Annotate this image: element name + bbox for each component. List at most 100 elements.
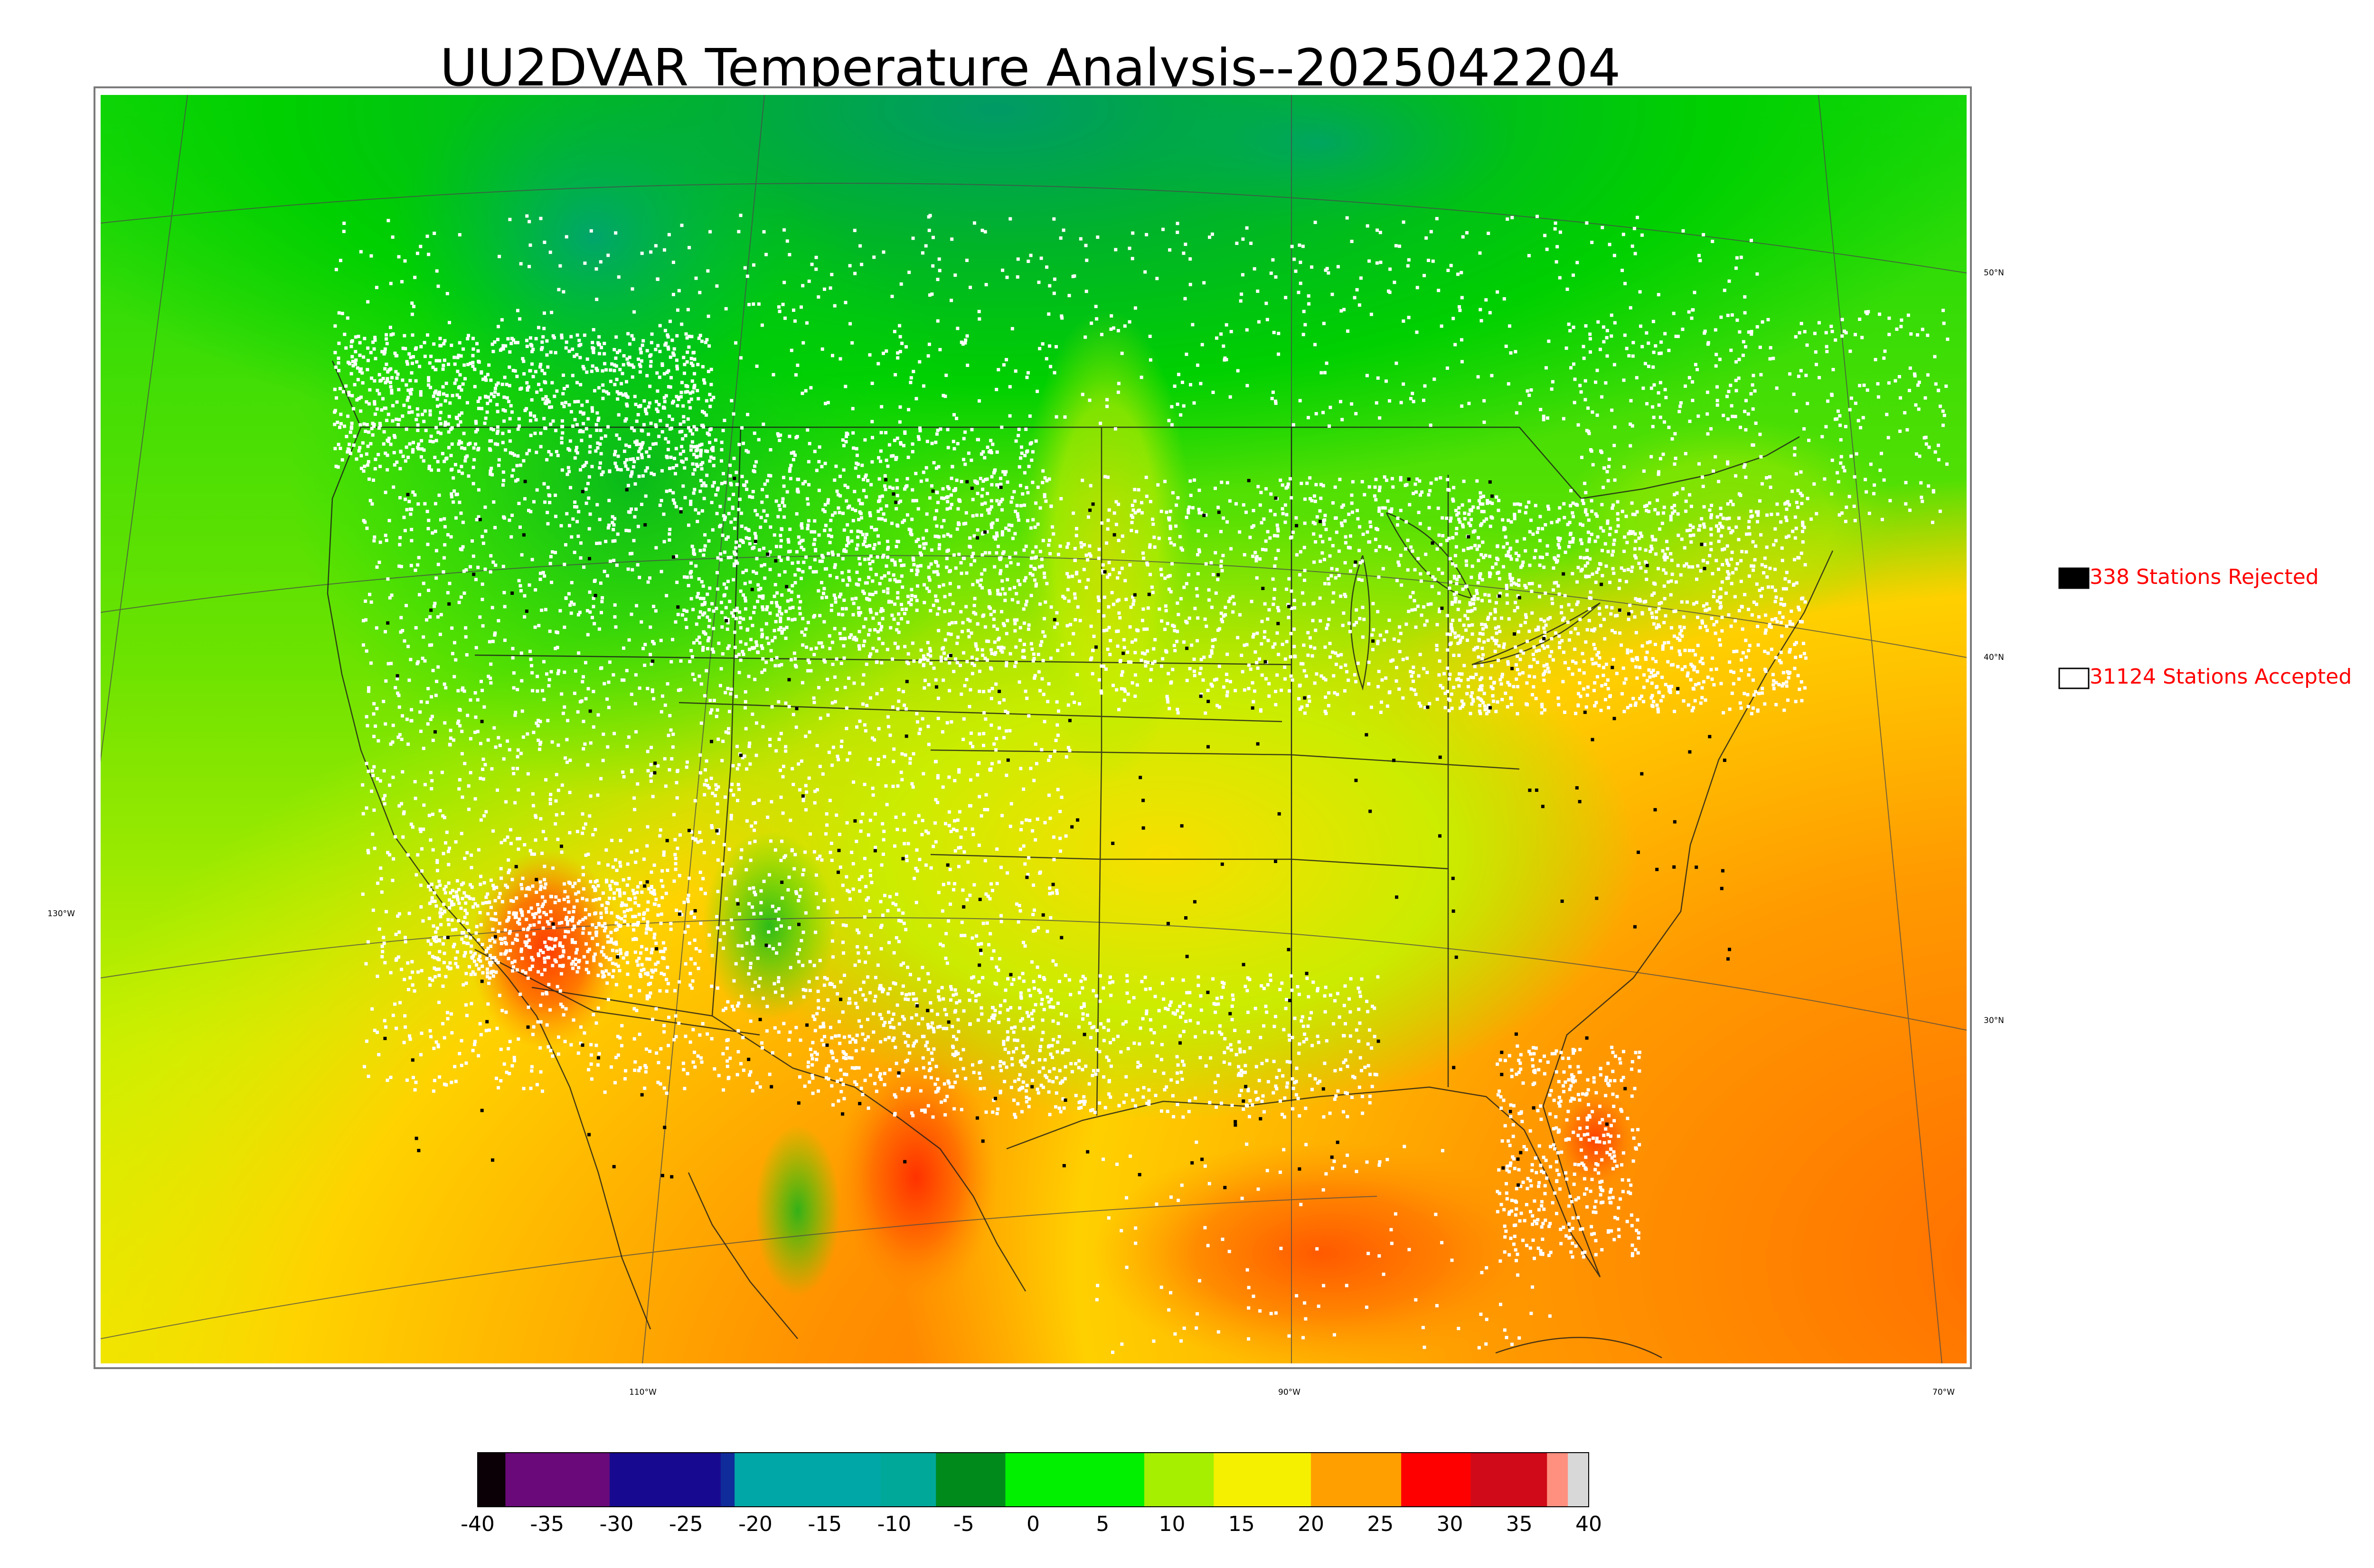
accepted-station-marker: [426, 687, 430, 691]
accepted-station-marker: [336, 465, 340, 469]
accepted-station-marker: [685, 765, 688, 769]
accepted-station-marker: [821, 772, 825, 776]
accepted-station-marker: [636, 563, 640, 567]
accepted-station-marker: [389, 971, 393, 975]
accepted-station-marker: [827, 1064, 830, 1068]
accepted-station-marker: [548, 798, 552, 801]
accepted-station-marker: [605, 390, 609, 394]
accepted-station-marker: [1187, 616, 1191, 620]
accepted-station-marker: [895, 936, 898, 939]
accepted-station-marker: [558, 989, 562, 993]
accepted-station-marker: [637, 904, 641, 907]
accepted-station-marker: [751, 490, 755, 493]
accepted-station-marker: [957, 523, 961, 526]
accepted-station-marker: [539, 363, 543, 366]
accepted-station-marker: [565, 385, 569, 388]
accepted-station-marker: [416, 446, 420, 450]
accepted-station-marker: [989, 932, 992, 936]
accepted-station-marker: [530, 350, 534, 354]
accepted-station-marker: [1007, 528, 1011, 532]
accepted-station-marker: [722, 1088, 725, 1092]
accepted-station-marker: [1443, 692, 1447, 695]
accepted-station-marker: [671, 732, 675, 736]
accepted-station-marker: [581, 812, 584, 816]
accepted-station-marker: [1211, 573, 1215, 576]
accepted-station-marker: [929, 1076, 933, 1080]
accepted-station-marker: [1482, 555, 1486, 559]
accepted-station-marker: [495, 403, 499, 406]
accepted-station-marker: [569, 611, 573, 615]
accepted-station-marker: [389, 333, 393, 337]
accepted-station-marker: [706, 592, 709, 596]
accepted-station-marker: [1369, 525, 1373, 528]
accepted-station-marker: [761, 608, 765, 611]
accepted-station-marker: [582, 955, 586, 959]
accepted-station-marker: [789, 463, 793, 467]
accepted-station-marker: [801, 482, 805, 486]
accepted-station-marker: [879, 431, 883, 434]
accepted-station-marker: [1387, 619, 1391, 622]
accepted-station-marker: [808, 566, 812, 570]
accepted-station-marker: [746, 628, 750, 631]
accepted-station-marker: [926, 972, 930, 976]
accepted-station-marker: [413, 1088, 417, 1092]
accepted-station-marker: [389, 442, 393, 446]
accepted-station-marker: [892, 573, 895, 577]
accepted-station-marker: [1225, 520, 1229, 524]
accepted-station-marker: [395, 460, 399, 464]
accepted-station-marker: [742, 441, 745, 445]
accepted-station-marker: [909, 598, 913, 601]
accepted-station-marker: [538, 720, 542, 723]
accepted-station-marker: [705, 779, 708, 782]
accepted-station-marker: [671, 491, 675, 495]
accepted-station-marker: [682, 356, 686, 359]
accepted-station-marker: [950, 503, 953, 507]
accepted-station-marker: [868, 514, 872, 517]
accepted-station-marker: [692, 551, 696, 555]
accepted-station-marker: [937, 891, 941, 894]
accepted-station-marker: [541, 335, 545, 339]
accepted-station-marker: [765, 479, 769, 483]
accepted-station-marker: [397, 930, 401, 934]
accepted-station-marker: [1048, 817, 1052, 820]
accepted-station-marker: [423, 659, 427, 663]
accepted-station-marker: [481, 541, 485, 545]
accepted-station-marker: [633, 515, 637, 519]
accepted-station-marker: [1347, 678, 1350, 682]
accepted-station-marker: [784, 701, 788, 705]
accepted-station-marker: [427, 464, 431, 468]
accepted-station-marker: [1065, 545, 1069, 549]
accepted-station-marker: [614, 858, 618, 862]
accepted-station-marker: [1057, 709, 1060, 713]
accepted-station-marker: [648, 447, 652, 451]
accepted-station-marker: [716, 831, 720, 835]
accepted-station-marker: [562, 387, 566, 390]
accepted-station-marker: [916, 435, 920, 439]
accepted-station-marker: [881, 617, 885, 620]
accepted-station-marker: [584, 427, 588, 431]
accepted-station-marker: [960, 920, 964, 924]
accepted-station-marker: [864, 473, 868, 477]
accepted-station-marker: [810, 1053, 814, 1057]
accepted-station-marker: [836, 754, 839, 758]
accepted-station-marker: [842, 598, 846, 602]
accepted-station-marker: [516, 478, 519, 482]
accepted-station-marker: [575, 381, 579, 385]
accepted-station-marker: [754, 640, 758, 644]
accepted-station-marker: [790, 849, 794, 853]
accepted-station-marker: [650, 341, 653, 345]
accepted-station-marker: [1049, 989, 1053, 993]
accepted-station-marker: [675, 581, 679, 584]
accepted-station-marker: [459, 511, 463, 515]
accepted-station-marker: [769, 649, 773, 653]
accepted-station-marker: [749, 858, 753, 862]
accepted-station-marker: [680, 913, 684, 917]
accepted-station-marker: [625, 458, 629, 462]
accepted-station-marker: [552, 336, 556, 339]
accepted-station-marker: [355, 457, 358, 461]
accepted-station-marker: [711, 791, 715, 795]
accepted-station-marker: [779, 732, 783, 735]
accepted-station-marker: [967, 988, 970, 992]
accepted-station-marker: [978, 732, 981, 736]
accepted-station-marker: [990, 889, 994, 892]
